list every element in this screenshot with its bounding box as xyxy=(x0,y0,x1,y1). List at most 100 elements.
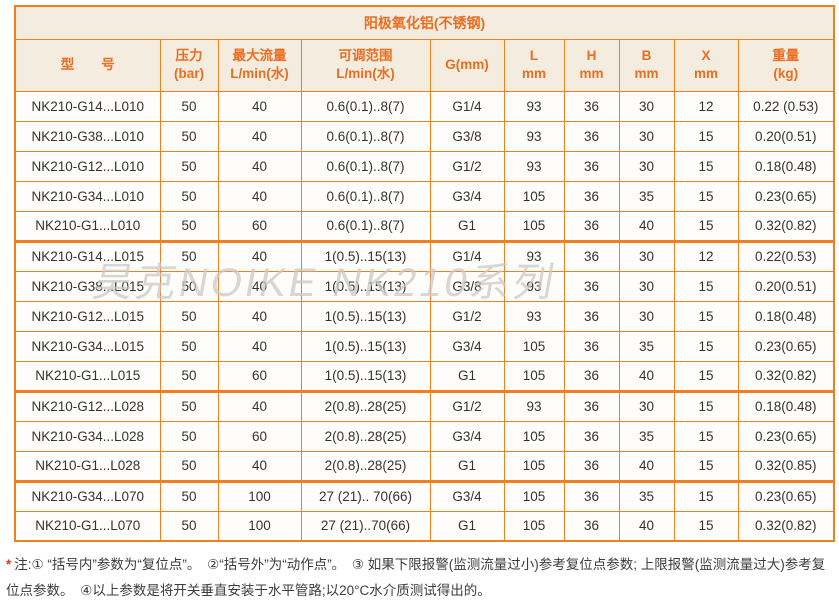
cell: 36 xyxy=(563,150,620,182)
cell: 105 xyxy=(503,330,565,362)
cell: 1(0.5)..15(13) xyxy=(300,300,431,332)
cell: 15 xyxy=(673,389,739,422)
column-header-sublabel: mm xyxy=(579,66,604,81)
table-row: NK210-G12...L010 50 40 0.6(0.1)..8(7) G1/2 93… xyxy=(14,150,835,182)
column-header-model: 型 号 xyxy=(14,38,161,92)
column-header-label: B xyxy=(641,48,652,64)
cell: 30 xyxy=(618,300,675,332)
cell: G1/4 xyxy=(429,90,505,122)
table-row: NK210-G1...L010 50 60 0.6(0.1)..8(7) G1 105 36… xyxy=(14,210,835,242)
cell: 0.20(0.51) xyxy=(737,120,835,152)
cell: G3/4 xyxy=(429,479,505,512)
cell: 2(0.8)..28(25) xyxy=(300,420,431,452)
cell: 1(0.5)..15(13) xyxy=(300,239,431,272)
cell: 0.6(0.1)..8(7) xyxy=(300,150,431,182)
table-header-row: 型 号 压力 (bar) 最大流量 L/min(水) 可调范围 L/min(水)… xyxy=(14,38,835,92)
column-header-h: H mm xyxy=(563,38,620,92)
column-header-label: X xyxy=(701,48,711,64)
cell: 40 xyxy=(618,450,675,482)
cell: 40 xyxy=(217,90,302,122)
cell: 50 xyxy=(159,300,219,332)
cell-model: NK210-G12...L028 xyxy=(14,389,161,422)
table-row: NK210-G14...L015 50 40 1(0.5)..15(13) G1/4 93… xyxy=(14,239,835,272)
cell: G3/8 xyxy=(429,120,505,152)
cell: 36 xyxy=(563,479,620,512)
cell: G1 xyxy=(429,210,505,242)
cell: 0.6(0.1)..8(7) xyxy=(300,120,431,152)
cell: 50 xyxy=(159,120,219,152)
cell: 50 xyxy=(159,510,219,542)
column-header-sublabel: L/min(水) xyxy=(336,66,395,81)
cell-model: NK210-G12...L010 xyxy=(14,150,161,182)
table-row: NK210-G1...L070 50 100 27 (21)..70(66) G1 105… xyxy=(14,510,835,542)
cell: 12 xyxy=(673,239,739,272)
cell: 30 xyxy=(618,90,675,122)
cell: 0.23(0.65) xyxy=(737,330,835,362)
table-row: NK210-G12...L015 50 40 1(0.5)..15(13) G1/2 93… xyxy=(14,300,835,332)
cell: 1(0.5)..15(13) xyxy=(300,330,431,362)
cell: 105 xyxy=(503,450,565,482)
column-header-label: 最大流量 xyxy=(232,48,287,64)
cell: 36 xyxy=(563,180,620,212)
cell: 12 xyxy=(673,90,739,122)
table-row: NK210-G34...L028 50 60 2(0.8)..28(25) G3/4 10… xyxy=(14,420,835,452)
cell: 30 xyxy=(618,150,675,182)
cell: 105 xyxy=(503,360,565,392)
cell: 15 xyxy=(673,510,739,542)
cell: 0.20(0.51) xyxy=(737,270,835,302)
cell: G1/4 xyxy=(429,239,505,272)
cell: 35 xyxy=(618,330,675,362)
column-header-g: G(mm) xyxy=(429,38,505,92)
column-header-label: 型 号 xyxy=(60,57,115,73)
cell: 50 xyxy=(159,210,219,242)
cell: 50 xyxy=(159,150,219,182)
cell: 50 xyxy=(159,360,219,392)
cell: G1 xyxy=(429,450,505,482)
cell: 93 xyxy=(503,90,565,122)
cell: 50 xyxy=(159,389,219,422)
cell: 60 xyxy=(217,420,302,452)
cell: 35 xyxy=(618,180,675,212)
cell: 40 xyxy=(217,389,302,422)
cell: 40 xyxy=(217,150,302,182)
cell: 40 xyxy=(618,210,675,242)
cell: 0.6(0.1)..8(7) xyxy=(300,180,431,212)
cell: 100 xyxy=(217,479,302,512)
cell: 36 xyxy=(563,510,620,542)
cell: 105 xyxy=(503,420,565,452)
cell: 15 xyxy=(673,210,739,242)
column-header-label: G(mm) xyxy=(445,57,489,73)
table-row: NK210-G1...L015 50 60 1(0.5)..15(13) G1 105 36… xyxy=(14,360,835,392)
cell: 15 xyxy=(673,479,739,512)
column-header-x: X mm xyxy=(673,38,739,92)
cell: 93 xyxy=(503,300,565,332)
cell-model: NK210-G34...L015 xyxy=(14,330,161,362)
cell: 40 xyxy=(217,330,302,362)
cell: 0.6(0.1)..8(7) xyxy=(300,90,431,122)
cell: 27 (21).. 70(66) xyxy=(300,479,431,512)
table-row: NK210-G12...L028 50 40 2(0.8)..28(25) G1/2 93… xyxy=(14,389,835,422)
cell: 36 xyxy=(563,360,620,392)
cell: 40 xyxy=(618,360,675,392)
cell: 15 xyxy=(673,270,739,302)
cell: 15 xyxy=(673,300,739,332)
cell: 50 xyxy=(159,479,219,512)
cell: 15 xyxy=(673,330,739,362)
cell: 50 xyxy=(159,450,219,482)
table-title-row: 阳极氧化铝(不锈钢) xyxy=(14,5,835,40)
cell: 50 xyxy=(159,270,219,302)
cell: 0.6(0.1)..8(7) xyxy=(300,210,431,242)
cell: 0.22 (0.53) xyxy=(737,90,835,122)
cell: 40 xyxy=(217,239,302,272)
cell: 93 xyxy=(503,239,565,272)
cell-model: NK210-G1...L028 xyxy=(14,450,161,482)
cell: 40 xyxy=(217,270,302,302)
cell: 40 xyxy=(217,120,302,152)
cell: 15 xyxy=(673,360,739,392)
column-header-label: H xyxy=(586,48,597,64)
column-header-sublabel: L/min(水) xyxy=(230,66,289,81)
cell: 60 xyxy=(217,360,302,392)
cell: 50 xyxy=(159,180,219,212)
cell-model: NK210-G12...L015 xyxy=(14,300,161,332)
cell: G1 xyxy=(429,510,505,542)
